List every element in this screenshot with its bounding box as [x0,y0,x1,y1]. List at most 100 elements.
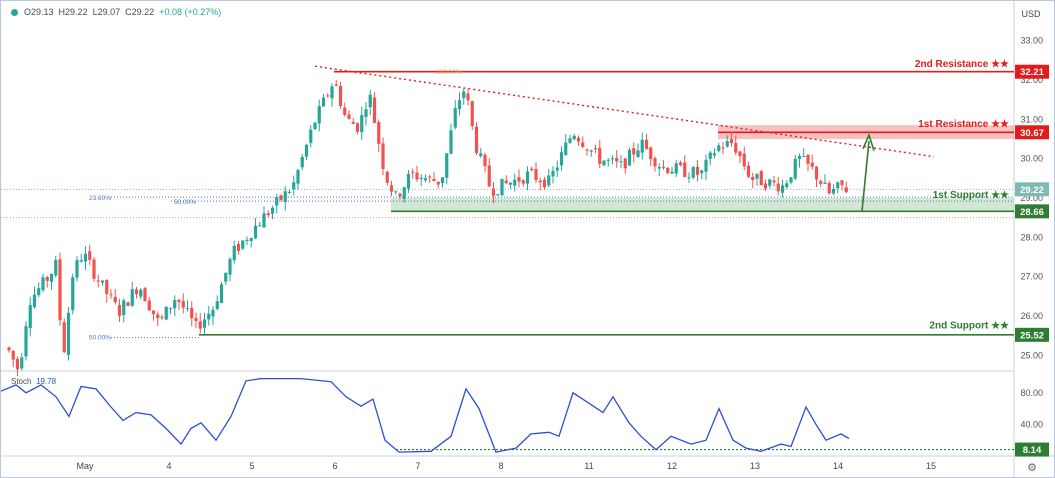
candle-body [79,260,83,262]
candle-body [275,197,279,206]
fib-label: 23.60% [89,195,111,202]
candle-body [700,170,704,174]
support-zone [391,197,1014,212]
candle-body [351,121,355,124]
level-label: 2nd Support ★★ [929,321,1009,332]
candle-body [840,180,844,186]
candle-body [49,273,54,282]
candle-body [751,176,755,180]
candle-body [326,95,330,97]
candle-body [640,139,644,153]
candle-body [190,307,194,319]
candle-body [117,305,122,317]
settings-gear-icon: ⚙ [1027,462,1037,474]
candle-body [83,253,88,262]
candle-body [606,159,610,161]
candle-body [211,309,215,317]
y-tick-label: 25.00 [1020,350,1043,360]
candle-body [708,152,712,159]
candle-body [666,168,670,174]
candle-body [572,135,576,140]
level-label: 2nd Resistance ★★ [915,59,1009,70]
candle-body [313,122,317,129]
candle-body [525,171,530,184]
price-tag [1015,327,1049,342]
candle-body [343,107,347,115]
candle-body [598,147,602,164]
candle-body [381,143,385,169]
candle-body [28,304,32,329]
candle-body [755,173,759,179]
candle-body [11,350,15,360]
candle-body [62,322,66,353]
candle-body [287,191,292,193]
candle-body [266,213,270,216]
candle-body [742,153,746,167]
candle-body [71,277,75,311]
y-tick-label: 29.00 [1020,193,1043,203]
candle-body [704,159,708,172]
candle-body [113,296,117,303]
candle-body [177,299,181,303]
candle-body [134,289,139,295]
candle-body [202,319,207,328]
candle-body [185,307,190,309]
price-tag [1015,64,1049,79]
candle-body [449,130,453,154]
candle-body [355,123,360,132]
candle-body [147,300,151,311]
candle-body [483,154,487,167]
candle-body [462,91,466,99]
candle-body [436,181,440,185]
candle-body [534,169,538,180]
candle-body [224,272,228,282]
candle-body [20,357,24,369]
candle-body [602,160,606,166]
candle-body [37,288,41,296]
candle-body [232,245,236,261]
candle-body [721,147,725,149]
candle-body [555,167,559,171]
candle-body [725,141,729,147]
stoch-y-tick-label: 40.00 [1020,419,1043,429]
candle-body [207,313,211,320]
candle-body [440,177,445,184]
fib-label: 50.00% [174,199,196,206]
candle-body [279,195,283,200]
candle-body [474,126,479,153]
x-tick-label: 5 [249,461,254,471]
candle-body [262,213,266,228]
candle-body [445,153,449,178]
candle-body [100,280,105,283]
candle-body [819,181,823,184]
price-tag [1015,204,1049,219]
candle-body [670,171,674,174]
candle-body [623,158,627,169]
candle-body [746,165,751,177]
candle-body [194,317,198,321]
fib-label: 100.00% [436,69,462,76]
candle-body [530,168,534,171]
candle-body [130,289,134,306]
level-label: 1st Support ★★ [933,190,1009,201]
candle-body [823,182,827,184]
candle-body [143,288,147,302]
candle-body [734,142,738,153]
candle-body [844,187,848,193]
candle-body [487,165,491,187]
candle-body [385,171,389,183]
candle-body [7,347,11,351]
candle-body [236,243,241,251]
candle-body [814,166,819,180]
ohlc-open: O29.13 [24,7,54,17]
candle-body [470,101,474,126]
candle-body [164,306,168,320]
candle-body [368,94,372,108]
candle-body [415,172,419,180]
currency-label: USD [1021,9,1041,19]
candle-body [15,359,20,370]
stoch-value-tag [1015,442,1049,457]
candle-body [738,151,742,157]
level-label: 1st Resistance ★★ [918,119,1009,130]
